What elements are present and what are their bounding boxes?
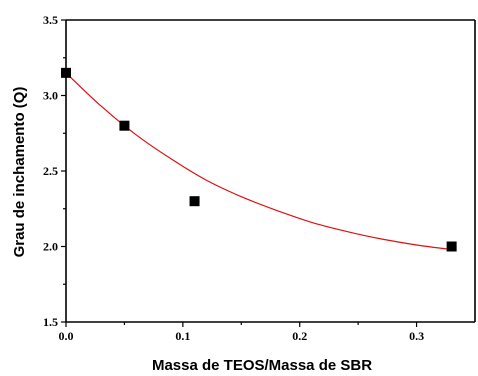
y-tick-label: 3.0 bbox=[43, 89, 58, 103]
data-points bbox=[61, 67, 457, 252]
fit-curve-line bbox=[65, 72, 452, 251]
x-tick-label: 0.1 bbox=[175, 329, 190, 343]
data-point-square bbox=[119, 120, 130, 131]
y-axis-title: Grau de inchamento (Q) bbox=[11, 87, 28, 258]
data-point-square bbox=[446, 241, 457, 252]
data-point-square bbox=[61, 67, 71, 78]
x-axis-ticks: 0.0 0.1 0.2 0.3 bbox=[59, 322, 424, 343]
fit-curve-group bbox=[65, 72, 452, 251]
x-tick-label: 0.3 bbox=[409, 329, 424, 343]
x-tick-label: 0.2 bbox=[292, 329, 307, 343]
x-tick-label: 0.0 bbox=[59, 329, 74, 343]
plot-frame bbox=[65, 19, 476, 323]
y-tick-label: 2.5 bbox=[43, 164, 58, 178]
y-axis-ticks: 1.5 2.0 2.5 3.0 3.5 bbox=[43, 13, 66, 329]
x-axis-title: Massa de TEOS/Massa de SBR bbox=[152, 357, 372, 374]
y-tick-label: 3.5 bbox=[43, 13, 58, 27]
y-tick-label: 1.5 bbox=[43, 315, 58, 329]
data-point-square bbox=[189, 196, 200, 207]
y-tick-label: 2.0 bbox=[43, 240, 58, 254]
